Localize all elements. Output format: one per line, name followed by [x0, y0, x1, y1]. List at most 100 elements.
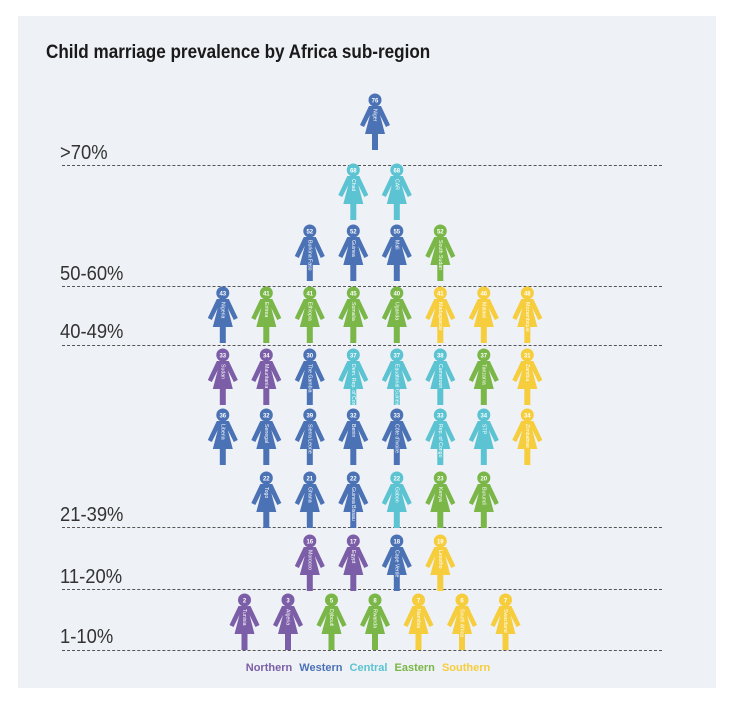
value-label: 34 — [524, 413, 531, 419]
person-icon — [468, 361, 499, 405]
value-label: 36 — [219, 413, 226, 419]
person-head — [303, 286, 317, 300]
figure-mozambique: 48 Mozambique — [512, 286, 543, 343]
person-head — [216, 348, 230, 362]
country-label: Chad — [350, 179, 356, 192]
band-divider-50-60 — [62, 286, 662, 287]
value-label: 7 — [504, 598, 508, 604]
person-icon — [207, 361, 238, 405]
figure-niger: 76 Niger — [360, 93, 390, 150]
person-icon — [425, 547, 456, 591]
figure-tanzania: 37 Tanzania — [468, 348, 499, 405]
figure-egypt: 17 Egypt — [338, 534, 369, 591]
legend-eastern: Eastern — [394, 662, 435, 674]
figure-car: 68 CAR — [381, 163, 412, 220]
country-label: Madagascar — [437, 302, 443, 331]
value-label: 41 — [306, 291, 313, 297]
person-head — [520, 408, 534, 422]
person-head — [259, 348, 273, 362]
value-label: 7 — [417, 598, 421, 604]
band-label-1-10: 1-10% — [60, 626, 114, 648]
figure-swaziland: 7 Swaziland — [490, 593, 521, 650]
figure-mauritania: 34 Mauritania — [251, 348, 282, 405]
country-label: Lesotho — [437, 550, 443, 569]
person-icon — [425, 484, 456, 528]
country-label: STP — [480, 424, 486, 435]
person-icon — [468, 299, 499, 343]
country-label: Ethiopia — [306, 302, 312, 321]
value-label: 39 — [306, 413, 313, 419]
person-icon — [490, 606, 521, 650]
figure-rwanda: 8 Rwanda — [360, 593, 390, 650]
value-label: 52 — [306, 229, 313, 235]
person-icon — [294, 237, 325, 281]
person-icon — [360, 606, 390, 650]
person-icon — [425, 361, 456, 405]
country-label: Burkina Faso — [306, 240, 312, 271]
person-icon — [229, 606, 260, 650]
value-label: 52 — [350, 229, 357, 235]
value-label: 38 — [437, 353, 444, 359]
value-label: 45 — [350, 291, 357, 297]
country-label: Namibia — [415, 609, 421, 628]
person-icon — [425, 299, 456, 343]
country-label: Mali — [393, 240, 399, 250]
person-head — [216, 286, 230, 300]
figure-burkina-faso: 52 Burkina Faso — [294, 224, 325, 281]
person-head — [433, 534, 447, 548]
country-label: Morocco — [306, 550, 312, 570]
legend-western: Western — [299, 662, 343, 674]
person-head — [390, 471, 404, 485]
country-label: Zambia — [524, 364, 530, 381]
figure-nigeria: 43 Nigeria — [207, 286, 238, 343]
person-head — [412, 593, 425, 607]
country-label: Niger — [372, 109, 378, 122]
value-label: 21 — [306, 476, 313, 482]
person-head — [477, 471, 491, 485]
person-head — [433, 348, 447, 362]
person-head — [433, 286, 447, 300]
person-icon — [207, 299, 238, 343]
value-label: 20 — [480, 476, 487, 482]
country-label: Guinea Bissau — [350, 487, 356, 521]
country-label: Djibouti — [328, 609, 334, 626]
person-icon — [512, 299, 543, 343]
value-label: 16 — [306, 539, 313, 545]
region-legend: Northern Western Central Eastern Souther… — [0, 662, 736, 674]
person-icon — [251, 299, 282, 343]
country-label: Malawi — [480, 302, 486, 318]
person-head — [455, 593, 469, 607]
figure-ethiopia: 41 Ethiopia — [294, 286, 325, 343]
figure-south-africa: 6 South Africa — [447, 593, 477, 650]
legend-southern: Southern — [441, 662, 491, 674]
value-label: 68 — [350, 168, 357, 174]
figure-uganda: 40 Uganda — [381, 286, 412, 343]
person-icon — [251, 484, 282, 528]
value-label: 31 — [524, 353, 531, 359]
person-icon — [338, 299, 369, 343]
person-icon — [251, 421, 282, 465]
value-label: 68 — [393, 168, 400, 174]
person-icon — [338, 421, 369, 465]
person-head — [346, 348, 360, 362]
band-divider-21-39 — [62, 527, 662, 528]
value-label: 52 — [437, 229, 444, 235]
person-icon — [338, 547, 369, 591]
figure-guinea-bissau: 22 Guinea Bissau — [338, 471, 369, 528]
person-icon — [381, 547, 412, 591]
person-icon — [207, 421, 238, 465]
person-icon — [338, 361, 369, 405]
person-icon — [294, 361, 325, 405]
figure-zambia: 31 Zambia — [512, 348, 543, 405]
country-label: CAR — [393, 179, 399, 190]
value-label: 18 — [393, 539, 400, 545]
value-label: 34 — [480, 413, 487, 419]
figure-tunisia: 2 Tunisia — [229, 593, 260, 650]
figure-madagascar: 41 Madagascar — [425, 286, 456, 343]
figure-malawi: 46 Malawi — [468, 286, 499, 343]
person-head — [238, 593, 251, 607]
person-icon — [294, 484, 325, 528]
person-head — [325, 593, 338, 607]
figure-stp: 34 STP — [468, 408, 499, 465]
